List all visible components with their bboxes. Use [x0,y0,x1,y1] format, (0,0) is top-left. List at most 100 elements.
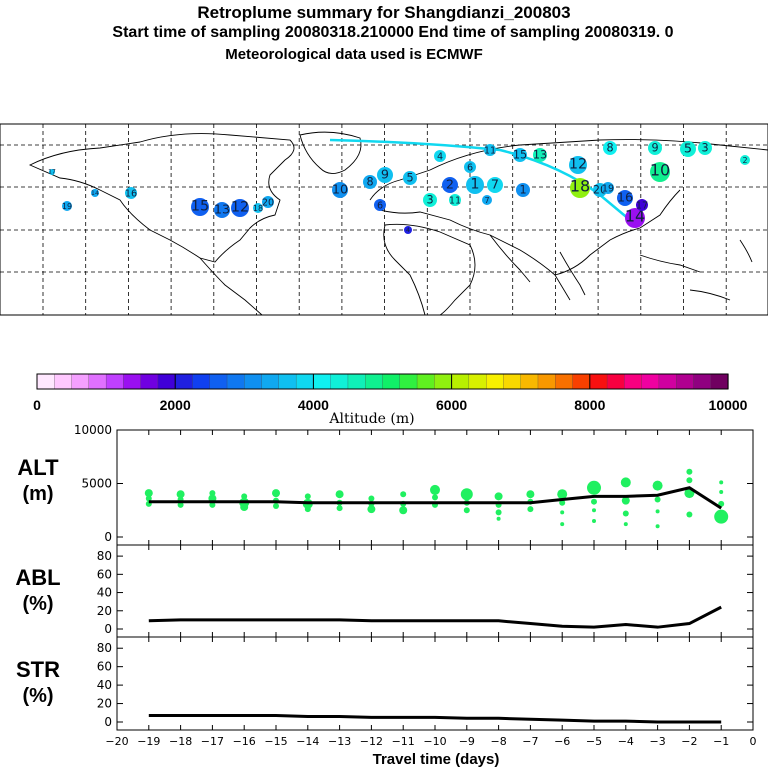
x-tick-label: −20 [105,735,128,748]
plume-marker-dot [442,177,458,193]
scatter-point [718,500,725,507]
scatter-point [145,495,152,502]
series-line-str [148,714,722,724]
scatter-point [336,505,343,512]
plume-marker: 2 [740,155,750,165]
plume-marker-label: 8 [366,175,373,188]
colorbar-cell [572,373,591,390]
x-tick-label: −4 [618,735,634,748]
plume-marker-label: 2 [446,177,454,192]
plume-marker-label: 16 [617,190,633,205]
plume-marker: 4 [434,150,446,162]
colorbar-cell [105,373,125,390]
y-tick-label: 0 [104,622,112,636]
scatter-point [620,477,631,488]
scatter-point [367,505,376,514]
plume-marker-label: 16 [125,188,137,199]
panel-ylabel: ALT [17,455,59,480]
plume-marker-dot [464,161,476,173]
plume-marker-dot [650,162,670,182]
series-line-alt [148,486,723,510]
plume-marker-dot [482,195,492,205]
panel-frame [116,544,754,638]
colorbar-cell [347,373,366,390]
plume-marker: 15 [191,198,209,216]
scatter-point [241,493,248,500]
plume-marker: 16 [125,187,137,199]
scatter-point [176,490,185,499]
x-tick-label: −5 [586,735,602,748]
plume-marker-label: 17 [636,200,648,211]
panel-str: 0 20 40 60 80 STR (%) [16,636,754,731]
y-tick-label: 40 [97,586,112,600]
colorbar-cell [710,373,729,390]
plume-marker: 4 [404,226,412,234]
plume-marker-label: 12 [569,156,587,172]
plume-marker-dot [332,182,348,198]
x-tick-label: −2 [681,735,697,748]
plume-marker: 6 [374,199,386,211]
colorbar-cell [468,373,487,390]
plume-marker-dot [262,196,274,208]
colorbar-cell [451,373,470,390]
colorbar-cell [641,373,660,390]
y-tick-label: 10000 [74,423,112,437]
plume-marker: 10 [650,160,670,182]
scatter-point [400,491,407,498]
plume-marker-dot [569,156,587,174]
timeseries-panels: 0 5000 10000 ALT (m) 0 20 40 60 80 ABL (%) 0 20 40 60 80… [15,423,756,748]
plume-marker-label: 11 [449,195,461,206]
plume-marker: 14 [625,206,645,228]
plume-marker-dot [617,190,633,206]
scatter-point [686,477,693,484]
plume-marker: 19 [62,201,72,211]
x-tick-label: −1 [713,735,729,748]
colorbar-cell [140,373,159,390]
plume-marker: 10 [332,182,348,198]
colorbar-cell [278,373,297,390]
scatter-point [496,516,501,521]
scatter-point [430,484,440,495]
x-tick-label: −13 [328,735,351,748]
colorbar-cell [399,373,418,390]
plume-marker-label: 13 [214,202,230,217]
plume-marker: 15 [513,148,527,162]
plume-marker-label: 17 [48,169,56,176]
y-tick-label: 20 [97,604,112,618]
colorbar-cells [36,373,729,390]
scatter-point [655,509,660,514]
plume-marker-dot [516,183,530,197]
plume-marker: 12 [231,199,249,217]
scatter-point [622,510,629,517]
colorbar-cell [520,373,539,390]
plume-marker-dot [434,150,446,162]
plume-marker-label: 13 [533,148,547,161]
panel-ylabel-units: (%) [22,685,53,707]
plume-marker-label: 9 [381,167,389,182]
scatter-point [526,490,535,499]
plume-marker-label: 12 [231,199,249,215]
x-tick-label: −12 [360,735,383,748]
plume-marker-dot [487,177,503,193]
plume-marker-label: 1 [519,183,526,196]
plume-marker-dot [404,226,412,234]
colorbar-tick-label: 10000 [709,397,748,413]
plume-marker-dot [214,202,230,218]
colorbar-ticks: 0 2000 4000 6000 8000 10000 [33,374,748,413]
x-axis-label: Travel time (days) [373,751,500,768]
plume-marker-label: 3 [426,193,433,206]
x-tick-label: −11 [392,735,415,748]
plume-marker: 5 [680,141,696,157]
colorbar-cell [295,373,315,390]
coastlines [28,131,768,316]
plume-marker: 19 [602,182,614,194]
y-tick-label: 20 [97,697,112,711]
colorbar-cell [261,373,280,390]
colorbar-cell [589,373,608,390]
scatter-point [460,488,473,501]
x-tick-label: −10 [423,735,446,748]
scatter-point [272,489,280,498]
x-tick-label: −18 [169,735,192,748]
plume-marker-dot [91,189,99,197]
